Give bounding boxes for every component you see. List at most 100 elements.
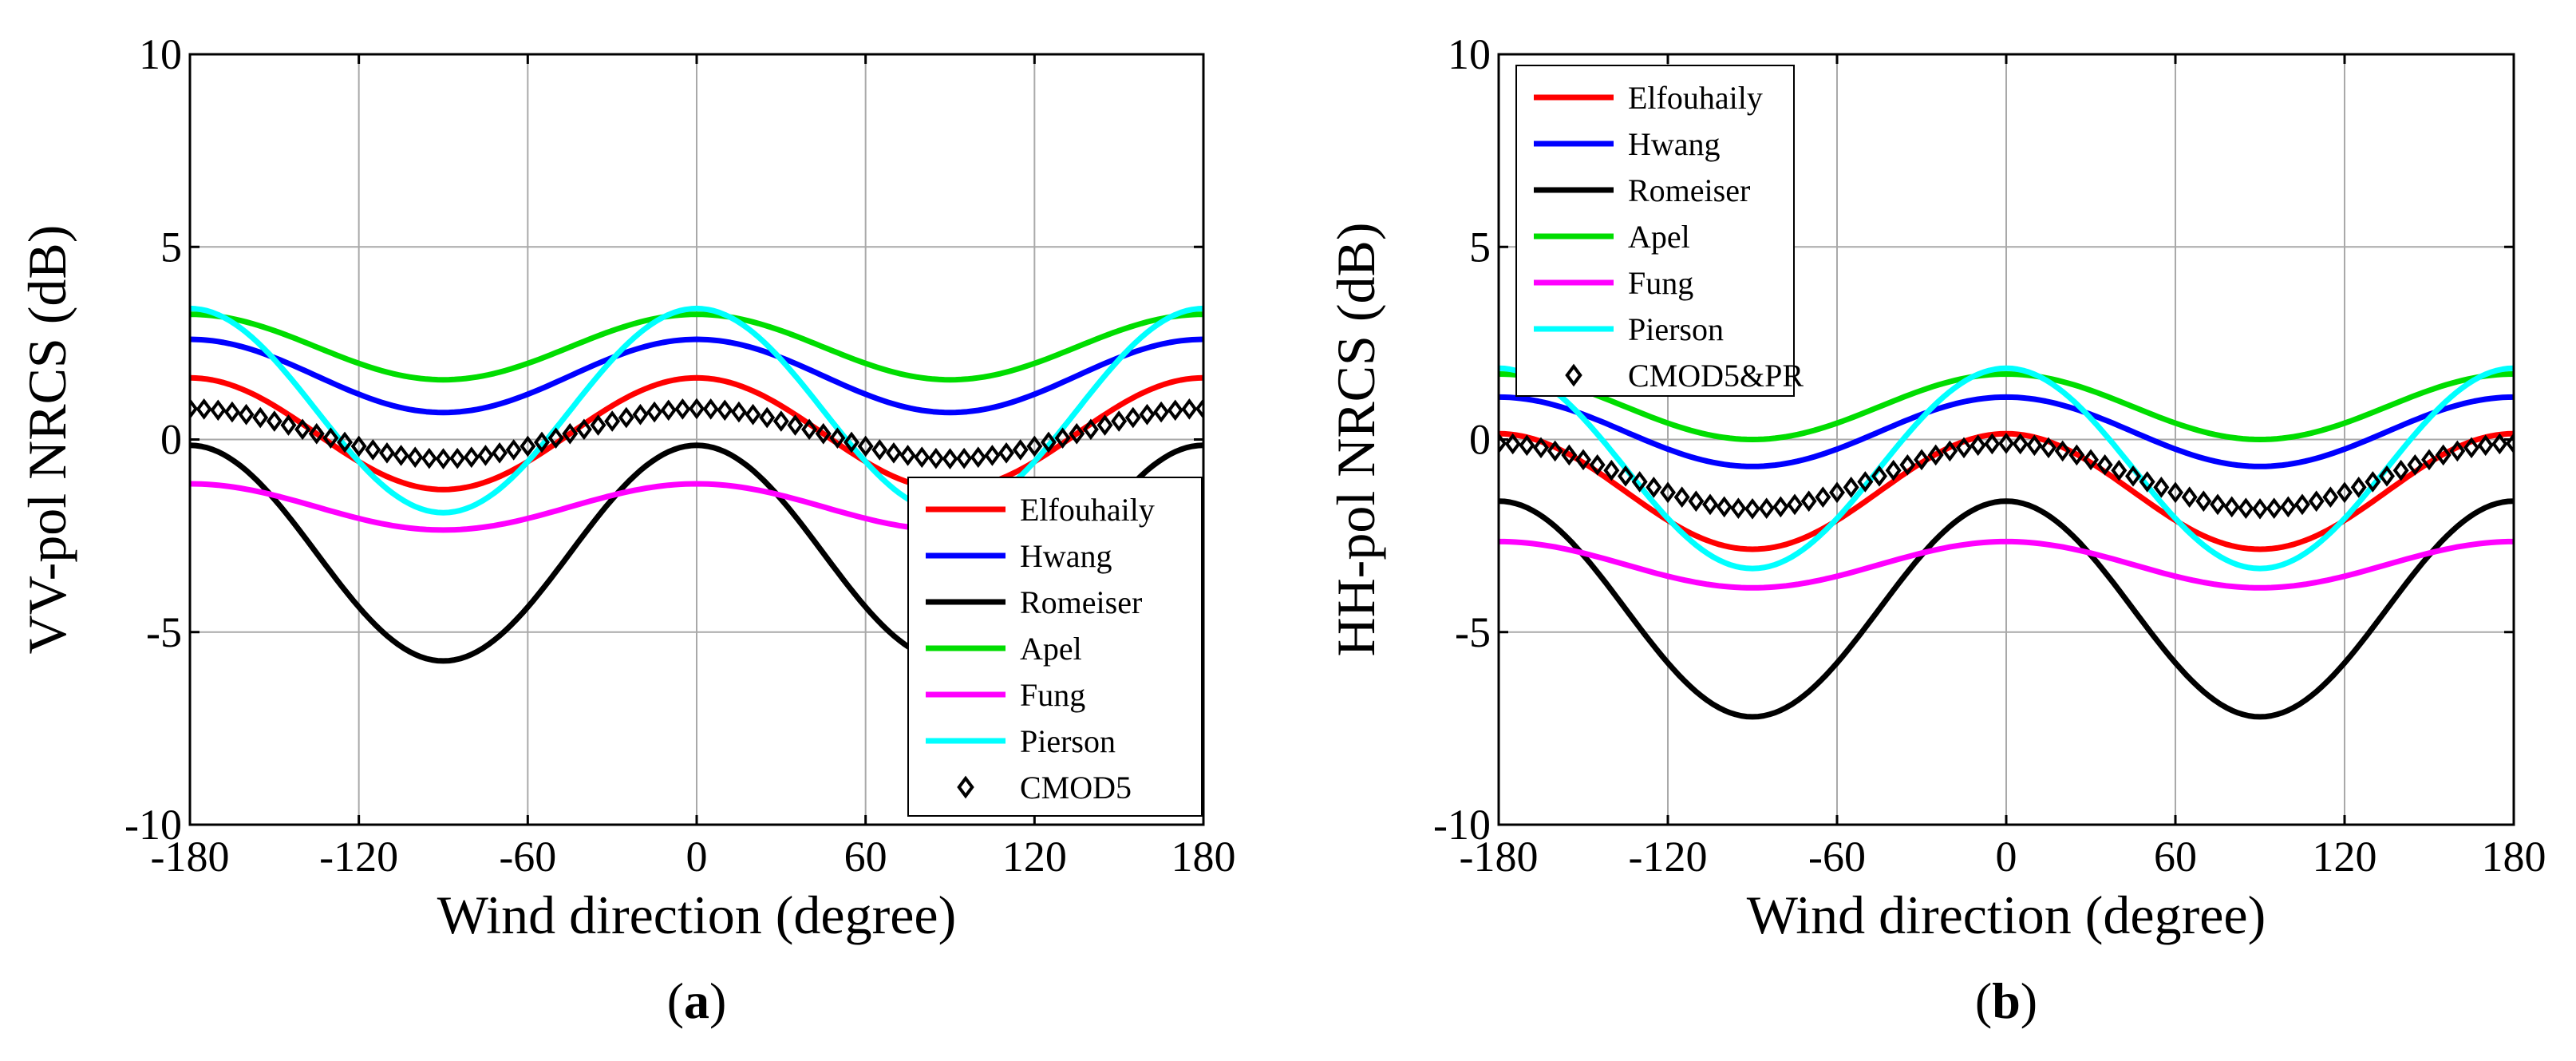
panel-a-marker-cmod5 xyxy=(238,403,255,426)
panel-b-marker-cmod5-pr xyxy=(2350,477,2367,498)
panel-b-marker-cmod5-pr xyxy=(1716,496,1732,518)
panel-a-y-axis-title: VV-pol NRCS (dB) xyxy=(17,225,77,655)
panel-a-marker-cmod5 xyxy=(984,445,1001,466)
panel-a-marker-cmod5 xyxy=(618,406,634,429)
panel-a-series-hwang xyxy=(190,336,1203,416)
panel-b-marker-cmod5-pr xyxy=(2153,477,2170,498)
panel-b-marker-cmod5-pr xyxy=(1575,449,1591,471)
panel-b-marker-cmod5-pr xyxy=(1646,477,1662,498)
panel-a-marker-cmod5 xyxy=(196,398,212,420)
panel-a-legend-label-pierson: Pierson xyxy=(1020,723,1116,759)
panel-a-marker-cmod5 xyxy=(632,403,649,426)
panel-a-marker-cmod5 xyxy=(942,448,958,469)
panel-b-marker-cmod5-pr xyxy=(1744,498,1760,520)
panel-b-marker-cmod5-pr xyxy=(1660,481,1676,504)
panel-b-marker-cmod5-pr xyxy=(1772,496,1789,518)
panel-a-marker-cmod5 xyxy=(492,441,508,464)
panel-b-series-romeiser xyxy=(1499,498,2514,720)
panel-a-marker-cmod5 xyxy=(435,448,452,469)
panel-a-panel-label-open: ( xyxy=(667,972,684,1029)
panel-b-marker-cmod5-pr xyxy=(2111,459,2128,481)
panel-a-panel-label-close: ) xyxy=(709,972,726,1029)
panel-a-xtick-label: -120 xyxy=(319,833,398,881)
panel-a-marker-cmod5 xyxy=(815,422,832,445)
panel-a-marker-cmod5 xyxy=(210,399,227,422)
panel-b-marker-cmod5-pr xyxy=(2392,459,2409,481)
panel-b-marker-cmod5-pr xyxy=(2181,486,2198,509)
panel-a-marker-cmod5 xyxy=(730,401,747,423)
panel-b-panel-label-letter: b xyxy=(1992,972,2021,1029)
panel-a-ytick-label: 5 xyxy=(160,223,182,271)
panel-b-legend-label-pierson: Pierson xyxy=(1628,311,1724,347)
panel-b-marker-cmod5-pr xyxy=(2012,433,2029,455)
panel-a-legend: Elfouhaily Hwang Romeiser Apel Fung Pierson CM… xyxy=(907,477,1203,817)
panel-a-x-axis-title: Wind direction (degree) xyxy=(437,885,957,945)
panel-a-legend-swatch-cmod5 xyxy=(957,775,974,799)
panel-a-marker-cmod5 xyxy=(1195,398,1203,420)
panel-b-panel-label: (b) xyxy=(1975,972,2037,1029)
panel-b-marker-cmod5-pr xyxy=(2238,497,2254,520)
panel-a-marker-cmod5 xyxy=(547,427,564,449)
panel-a-xtick-label: -180 xyxy=(151,833,230,881)
panel-b-legend-label-apel: Apel xyxy=(1628,219,1690,255)
panel-a-marker-cmod5 xyxy=(717,399,733,422)
panel-b-legend-label-elfouhaily: Elfouhaily xyxy=(1628,80,1763,116)
panel-b-series-group xyxy=(1499,365,2514,720)
panel-b-marker-cmod5-pr xyxy=(1843,477,1859,498)
panel-a-marker-cmod5 xyxy=(252,406,269,429)
panel-b-xtick-label: -60 xyxy=(1808,833,1866,881)
panel-a-marker-cmod5 xyxy=(280,414,297,436)
panel-b-marker-cmod5-pr xyxy=(1603,459,1620,481)
panel-b-y-axis-title: HH-pol NRCS (dB) xyxy=(1326,222,1386,656)
panel-a-marker-cmod5 xyxy=(1096,414,1113,436)
panel-a-marker-cmod5 xyxy=(1040,431,1057,453)
panel-b-marker-cmod5-pr xyxy=(1942,440,1958,462)
panel-a-marker-cmod5 xyxy=(844,431,860,453)
panel-a-ytick-label: -10 xyxy=(124,801,182,849)
panel-b-marker-cmod5-pr xyxy=(1758,497,1775,520)
panel-a-legend-label-elfouhaily: Elfouhaily xyxy=(1020,492,1155,528)
panel-a-marker-cmod5 xyxy=(378,441,395,464)
panel-b-marker-cmod5-pr xyxy=(1589,453,1606,476)
panel-b-chart: -180 -120 -60 0 60 120 180 -10 -5 0 5 10 Wind direct… xyxy=(1326,30,2546,1029)
panel-a-marker-cmod5 xyxy=(689,398,705,420)
panel-a-marker-cmod5 xyxy=(365,439,381,461)
panel-a-marker-cmod5 xyxy=(477,445,494,466)
panel-b-marker-cmod5-pr xyxy=(2223,496,2240,518)
panel-a-marker-cmod5 xyxy=(759,406,776,429)
panel-b-panel-label-open: ( xyxy=(1975,972,1992,1029)
panel-a-marker-cmod5 xyxy=(449,447,466,469)
panel-b-marker-cmod5-pr xyxy=(2322,486,2339,509)
panel-b-xtick-label: 120 xyxy=(2313,833,2377,881)
panel-a-marker-cmod5 xyxy=(350,435,367,457)
panel-a-xtick-label: 180 xyxy=(1171,833,1236,881)
panel-b-series-hwang xyxy=(1499,394,2514,469)
panel-a-marker-cmod5 xyxy=(970,446,986,469)
panel-b-marker-cmod5-pr xyxy=(1787,493,1803,516)
panel-b-ytick-label: 10 xyxy=(1448,30,1491,78)
panel-a-legend-label-cmod5: CMOD5 xyxy=(1020,770,1132,806)
panel-b-marker-cmod5-pr xyxy=(2125,465,2141,487)
panel-a-marker-cmod5 xyxy=(871,439,888,461)
panel-b-legend-label-romeiser: Romeiser xyxy=(1628,172,1750,208)
panel-b-marker-cmod5-pr xyxy=(1561,444,1578,466)
panel-a-panel-label: (a) xyxy=(667,972,727,1029)
panel-a-marker-cmod5 xyxy=(1167,399,1183,422)
panel-a-marker-cmod5 xyxy=(829,427,846,449)
panel-a-marker-cmod5 xyxy=(533,431,550,453)
panel-a-ytick-label: 10 xyxy=(139,30,182,78)
panel-a-marker-cmod5 xyxy=(590,414,606,436)
panel-b-marker-cmod5-pr xyxy=(2068,444,2085,466)
panel-a-marker-cmod5 xyxy=(1139,403,1156,426)
panel-b-xtick-label: -180 xyxy=(1460,833,1539,881)
panel-b-marker-cmod5-pr xyxy=(1547,440,1563,462)
panel-a-legend-label-hwang: Hwang xyxy=(1020,538,1112,574)
panel-b-legend-box xyxy=(1515,65,1795,397)
panel-a-xtick-label: 120 xyxy=(1002,833,1067,881)
panel-b-marker-cmod5-pr xyxy=(2083,449,2099,471)
panel-a-marker-cmod5 xyxy=(857,435,874,457)
panel-a-ytick-label: -5 xyxy=(146,608,182,656)
panel-b-marker-cmod5-pr xyxy=(1673,486,1690,509)
panel-b-legend-label-hwang: Hwang xyxy=(1628,126,1721,162)
panel-b-xtick-label: 0 xyxy=(1996,833,2017,881)
